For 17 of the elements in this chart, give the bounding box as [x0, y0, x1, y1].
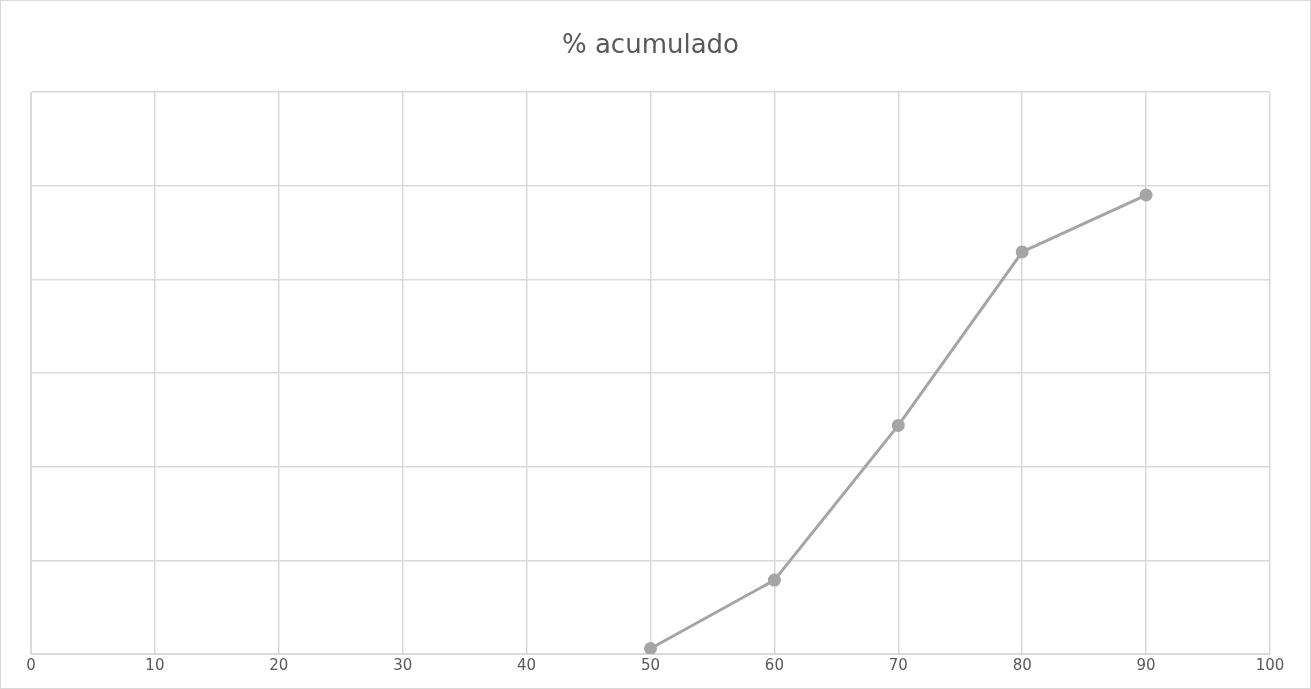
x-tick-label: 0: [26, 655, 36, 674]
x-tick-label: 80: [1012, 655, 1032, 674]
x-tick-label: 10: [145, 655, 165, 674]
x-tick-label: 30: [393, 655, 413, 674]
chart-title: % acumulado: [561, 29, 740, 60]
point: [767, 573, 781, 587]
x-tick-label: 100: [1255, 655, 1285, 674]
x-tick-label: 50: [640, 655, 661, 674]
point: [891, 418, 905, 432]
point: [644, 641, 657, 654]
x-tick-label: 60: [764, 655, 784, 674]
point: [1139, 188, 1153, 202]
x-tick-label: 90: [1136, 655, 1156, 674]
x-tick-label: 40: [517, 655, 537, 674]
point: [1015, 245, 1029, 259]
x-tick-label: 20: [269, 655, 289, 674]
x-tick-label: 70: [888, 655, 908, 674]
